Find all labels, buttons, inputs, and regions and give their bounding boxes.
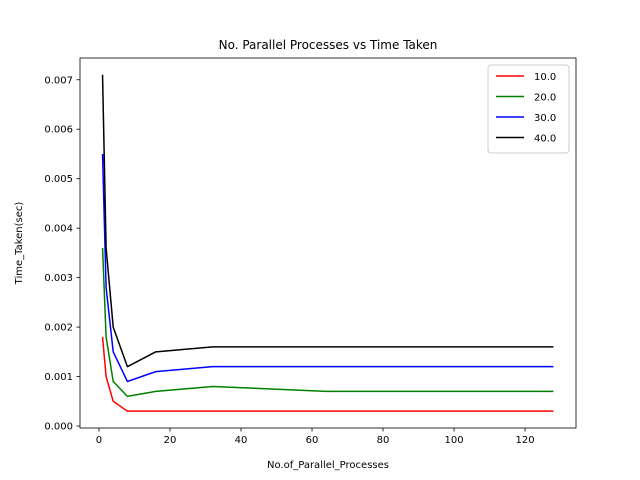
series-line-40-0 xyxy=(101,74,554,368)
y-tick-label: 0.001 xyxy=(44,372,73,383)
x-tick-label: 20 xyxy=(164,435,177,446)
y-axis-label: Time_Taken(sec) xyxy=(14,202,25,286)
y-tick-label: 0.003 xyxy=(44,273,73,284)
legend: 10.0 20.0 30.0 40.0 xyxy=(487,64,570,154)
x-tick-label: 40 xyxy=(235,435,248,446)
x-tick-label: 80 xyxy=(377,435,390,446)
y-tick-label: 0.006 xyxy=(44,125,73,136)
chart-title: No. Parallel Processes vs Time Taken xyxy=(219,38,438,52)
series-line-10-0 xyxy=(101,336,554,412)
series-line-30-0 xyxy=(101,153,554,383)
legend-box xyxy=(487,64,570,154)
y-tick-label: 0.005 xyxy=(44,174,73,185)
x-tick-label: 0 xyxy=(96,435,102,446)
legend-label: 40.0 xyxy=(534,134,556,145)
y-tick-label: 0.002 xyxy=(44,323,73,334)
y-tick-label: 0.007 xyxy=(44,75,73,86)
plot-lines xyxy=(101,74,554,412)
y-tick-label: 0.004 xyxy=(44,224,73,235)
y-axis: 0.000 0.001 0.002 0.003 0.004 0.005 0.006 0.007 xyxy=(44,75,80,433)
x-tick-label: 100 xyxy=(444,435,463,446)
x-tick-label: 60 xyxy=(306,435,319,446)
legend-label: 20.0 xyxy=(534,93,556,104)
x-axis-label: No.of_Parallel_Processes xyxy=(267,460,389,471)
y-tick-label: 0.000 xyxy=(44,422,73,433)
plot-frame xyxy=(79,57,577,429)
series-line-20-0 xyxy=(101,247,554,398)
legend-label: 10.0 xyxy=(534,72,556,83)
x-tick-label: 120 xyxy=(516,435,535,446)
legend-label: 30.0 xyxy=(534,113,556,124)
x-axis: 0 20 40 60 80 100 120 xyxy=(96,428,535,446)
